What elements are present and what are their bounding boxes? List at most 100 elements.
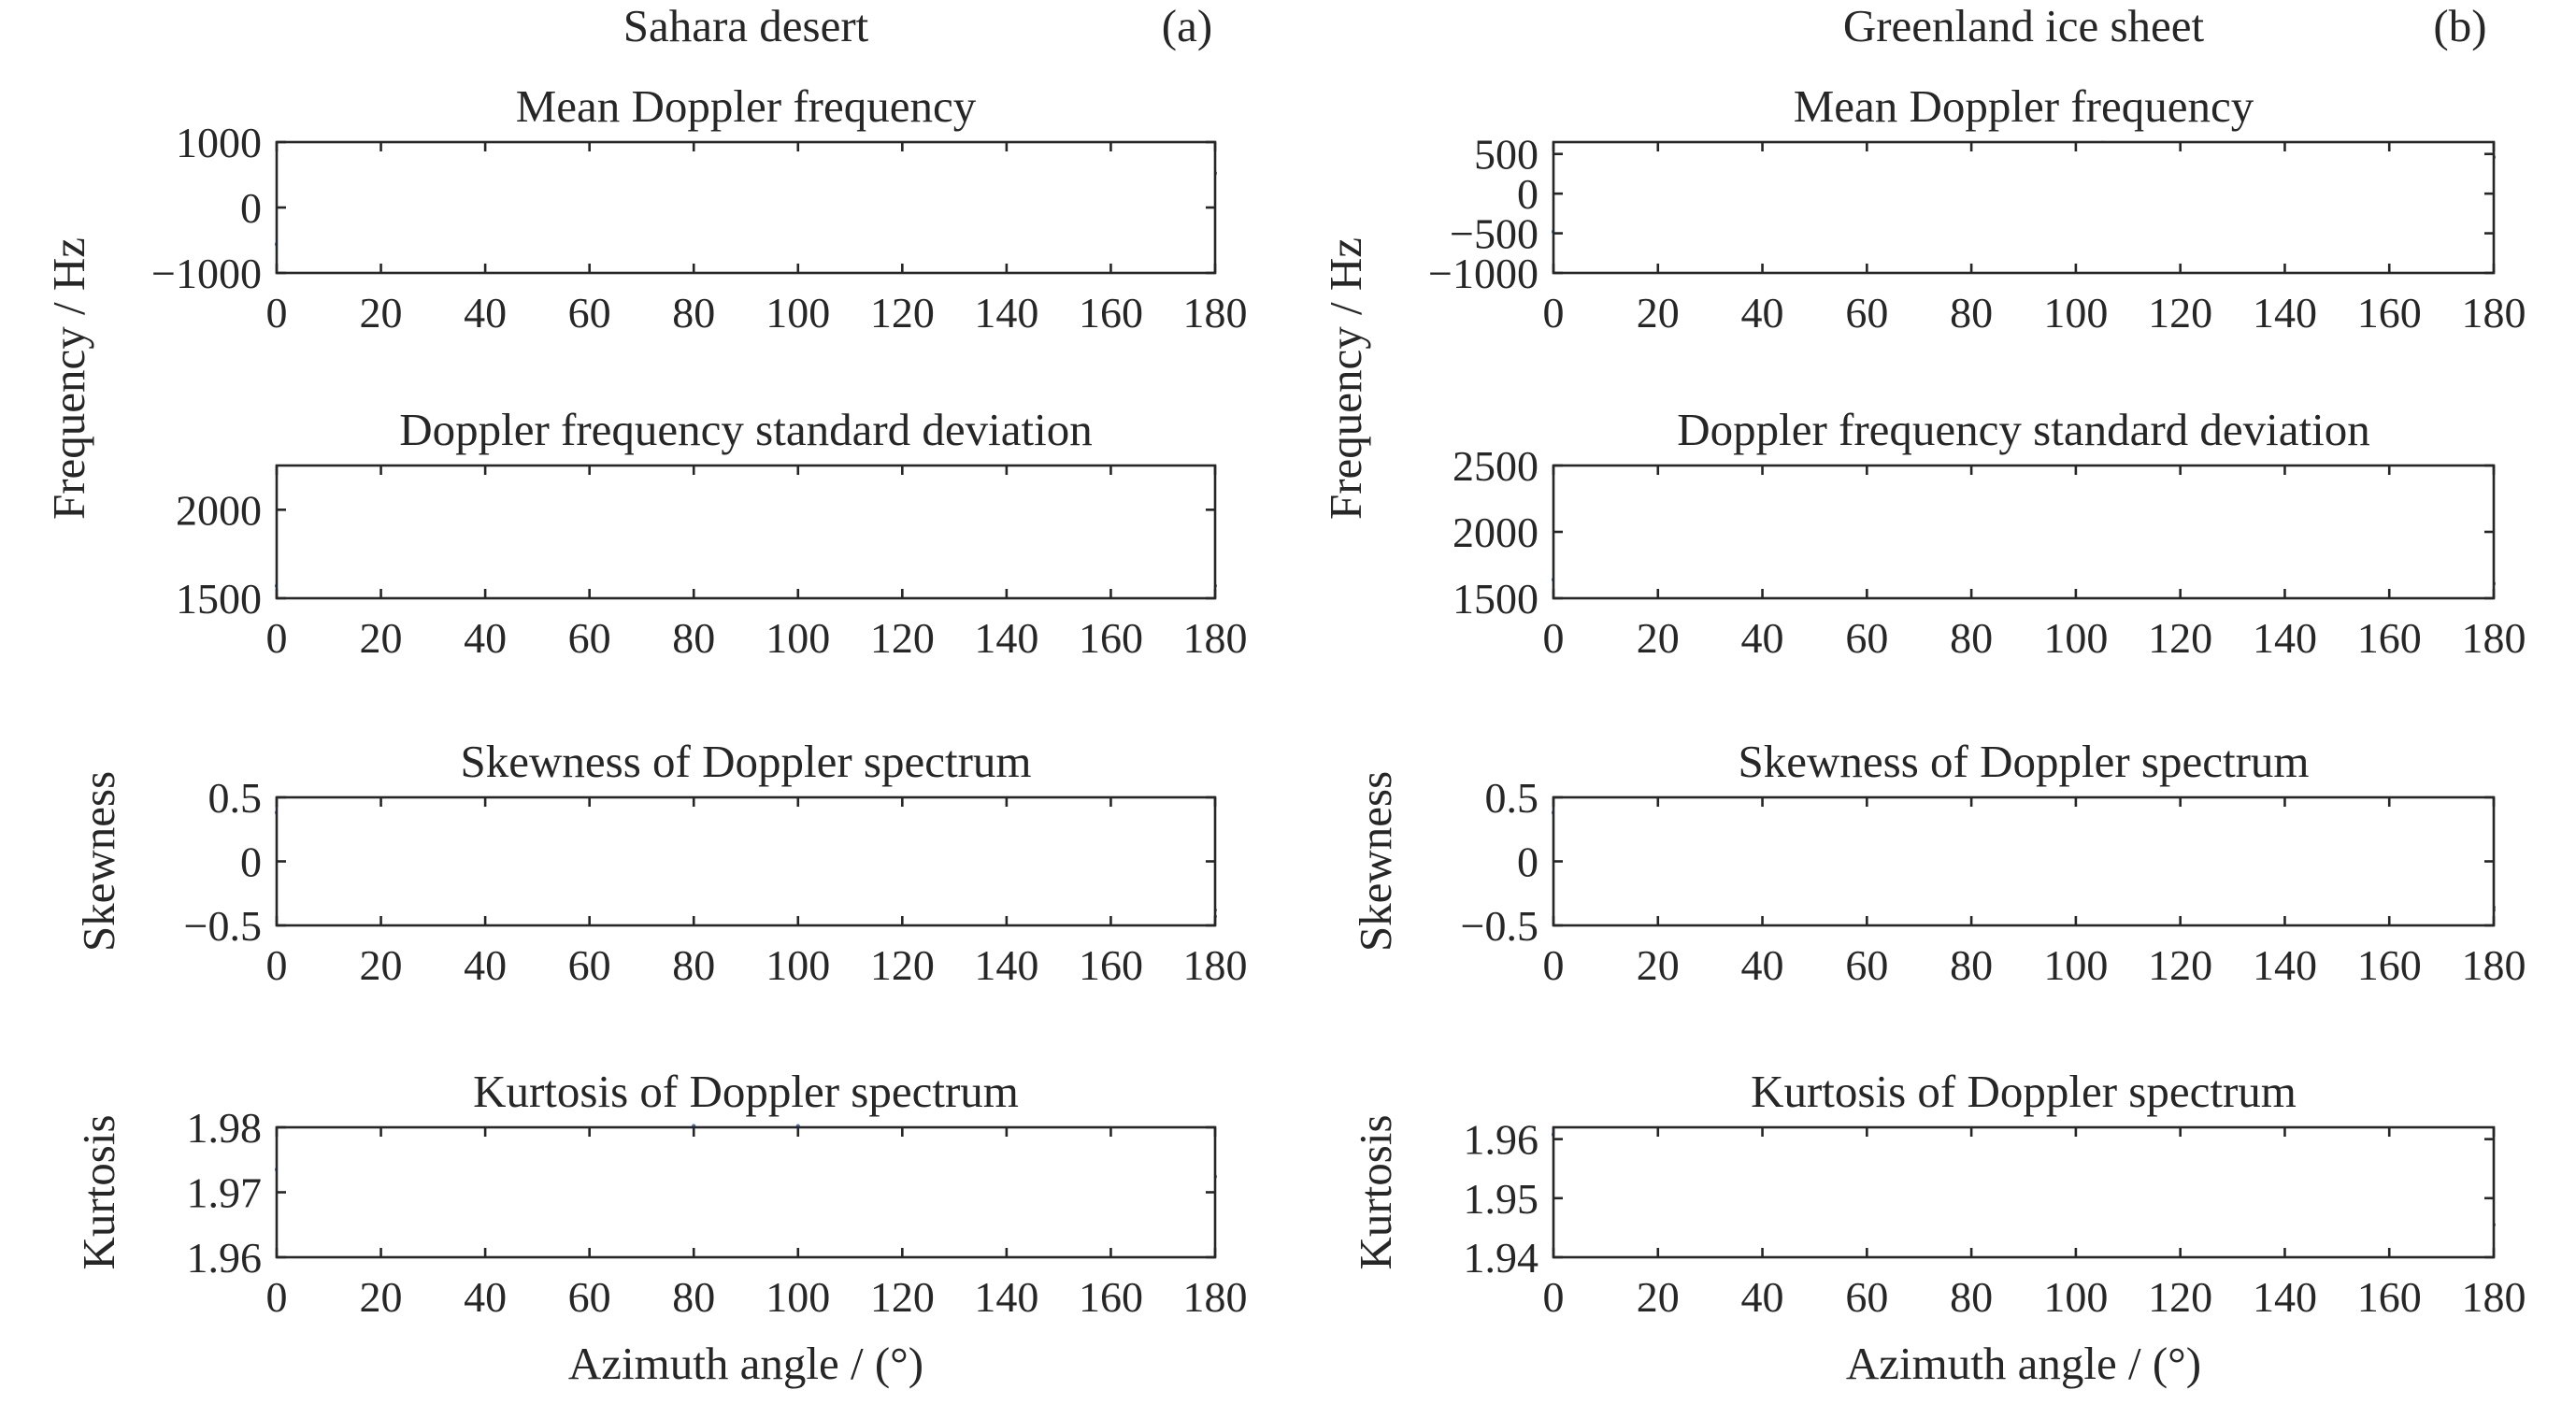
panel-sahara-skewness: 0 20 40 60 80 100 120 140 160 180−0.500.5Skewness… bbox=[73, 736, 1248, 989]
panel-greenland-skewness: 0 20 40 60 80 100 120 140 160 180−0.500.5Skewness… bbox=[1350, 736, 2526, 989]
greenland-mean-doppler-xtick-label-6: 120 bbox=[2148, 289, 2212, 337]
sahara-std-dev-xtick-label-3: 60 bbox=[568, 614, 611, 662]
greenland-mean-doppler-ytick-label-1: −500 bbox=[1450, 210, 1538, 258]
greenland-skewness-xtick-label-2: 40 bbox=[1741, 941, 1784, 989]
greenland-kurtosis-xtick-label-0: 0 bbox=[1543, 1273, 1565, 1321]
greenland-kurtosis-xtick-label-6: 120 bbox=[2148, 1273, 2212, 1321]
sahara-kurtosis-xtick-label-8: 160 bbox=[1079, 1273, 1143, 1321]
greenland-kurtosis-ytick-label-1: 1.95 bbox=[1464, 1175, 1539, 1223]
greenland-std-dev-xtick-label-2: 40 bbox=[1741, 614, 1784, 662]
greenland-mean-doppler-ytick-label-2: 0 bbox=[1517, 170, 1538, 218]
sahara-kurtosis-xtick-label-3: 60 bbox=[568, 1273, 611, 1321]
sahara-kurtosis-ytick-label-2: 1.98 bbox=[187, 1104, 263, 1152]
column-title-sahara: Sahara desert bbox=[623, 0, 869, 51]
greenland-skewness-xtick-label-8: 160 bbox=[2357, 941, 2422, 989]
greenland-std-dev-ytick-label-2: 2500 bbox=[1453, 442, 1538, 490]
sahara-kurtosis-xtick-label-5: 100 bbox=[766, 1273, 830, 1321]
sahara-std-dev-xtick-label-0: 0 bbox=[266, 614, 288, 662]
greenland-mean-doppler-ytick-label-3: 500 bbox=[1474, 131, 1538, 179]
greenland-kurtosis-ytick-label-2: 1.96 bbox=[1464, 1116, 1539, 1164]
sahara-skewness-xtick-label-3: 60 bbox=[568, 941, 611, 989]
sahara-kurtosis-ytick-label-1: 1.97 bbox=[187, 1169, 263, 1217]
sahara-std-dev-xtick-label-8: 160 bbox=[1079, 614, 1143, 662]
greenland-std-dev-ytick-label-1: 2000 bbox=[1453, 509, 1538, 556]
frequency-ylabel-right: Frequency / Hz bbox=[1320, 237, 1371, 520]
sahara-kurtosis-xtick-label-4: 80 bbox=[672, 1273, 715, 1321]
panel-greenland-mean-doppler: 0 20 40 60 80 100 120 140 160 180−1000−5000500Mea… bbox=[1428, 80, 2526, 337]
sahara-std-dev-axes-box bbox=[275, 464, 1217, 600]
greenland-skewness-xtick-label-9: 180 bbox=[2462, 941, 2526, 989]
sahara-skewness-xtick-label-4: 80 bbox=[672, 941, 715, 989]
greenland-kurtosis-xtick-label-9: 180 bbox=[2462, 1273, 2526, 1321]
sahara-std-dev-xtick-label-9: 180 bbox=[1183, 614, 1248, 662]
panel-greenland-std-dev: 0 20 40 60 80 100 120 140 160 180 1500 2000 2500 Dopp… bbox=[1453, 404, 2526, 662]
sahara-mean-doppler-xtick-label-8: 160 bbox=[1079, 289, 1143, 337]
sahara-mean-doppler-xtick-label-3: 60 bbox=[568, 289, 611, 337]
greenland-skewness-ytick-label-0: −0.5 bbox=[1461, 902, 1538, 950]
greenland-kurtosis-title: Kurtosis of Doppler spectrum bbox=[1751, 1066, 2297, 1117]
sahara-skewness-ytick-label-0: −0.5 bbox=[184, 902, 262, 950]
sahara-skewness-ytick-label-2: 0.5 bbox=[208, 774, 263, 822]
sahara-kurtosis-xtick-label-6: 120 bbox=[870, 1273, 935, 1321]
greenland-mean-doppler-xtick-label-8: 160 bbox=[2357, 289, 2422, 337]
sahara-std-dev-xtick-label-6: 120 bbox=[870, 614, 935, 662]
greenland-skewness-xtick-label-0: 0 bbox=[1543, 941, 1565, 989]
sahara-mean-doppler-title: Mean Doppler frequency bbox=[516, 80, 977, 132]
greenland-skewness-xtick-label-5: 100 bbox=[2043, 941, 2108, 989]
greenland-skewness-ytick-label-2: 0.5 bbox=[1485, 774, 1539, 822]
sahara-mean-doppler-ytick-label-0: −1000 bbox=[151, 250, 262, 297]
sahara-mean-doppler-xtick-label-0: 0 bbox=[266, 289, 288, 337]
greenland-mean-doppler-axes-box bbox=[1552, 140, 2496, 275]
sahara-std-dev-xtick-label-7: 140 bbox=[974, 614, 1038, 662]
sahara-std-dev-ytick-label-0: 1500 bbox=[176, 575, 262, 623]
sahara-std-dev-xtick-label-5: 100 bbox=[766, 614, 830, 662]
panel-sahara-kurtosis: 0 20 40 60 80 100 120 140 160 180 1.96 1.97 1.98 Kurt… bbox=[73, 1066, 1248, 1389]
panel-letter-a: (a) bbox=[1162, 0, 1212, 51]
sahara-std-dev-title: Doppler frequency standard deviation bbox=[399, 404, 1093, 455]
sahara-kurtosis-title: Kurtosis of Doppler spectrum bbox=[473, 1066, 1019, 1117]
sahara-kurtosis-ylabel: Kurtosis bbox=[73, 1114, 124, 1269]
greenland-skewness-xtick-label-6: 120 bbox=[2148, 941, 2212, 989]
sahara-skewness-xtick-label-5: 100 bbox=[766, 941, 830, 989]
sahara-kurtosis-xtick-label-9: 180 bbox=[1183, 1273, 1248, 1321]
sahara-kurtosis-xtick-label-2: 40 bbox=[464, 1273, 507, 1321]
greenland-kurtosis-xtick-label-2: 40 bbox=[1741, 1273, 1784, 1321]
greenland-std-dev-xtick-label-8: 160 bbox=[2357, 614, 2422, 662]
greenland-kurtosis-xtick-label-7: 140 bbox=[2253, 1273, 2317, 1321]
greenland-skewness-xtick-label-7: 140 bbox=[2253, 941, 2317, 989]
greenland-kurtosis-ylabel: Kurtosis bbox=[1350, 1114, 1401, 1269]
sahara-skewness-xtick-label-7: 140 bbox=[974, 941, 1038, 989]
greenland-kurtosis-xtick-label-3: 60 bbox=[1845, 1273, 1888, 1321]
sahara-std-dev-xtick-label-4: 80 bbox=[672, 614, 715, 662]
frequency-ylabel-left: Frequency / Hz bbox=[43, 237, 94, 520]
greenland-std-dev-xtick-label-5: 100 bbox=[2043, 614, 2108, 662]
sahara-mean-doppler-xtick-label-5: 100 bbox=[766, 289, 830, 337]
sahara-std-dev-xtick-label-2: 40 bbox=[464, 614, 507, 662]
sahara-skewness-xtick-label-0: 0 bbox=[266, 941, 288, 989]
greenland-kurtosis-xtick-label-1: 20 bbox=[1637, 1273, 1680, 1321]
sahara-skewness-xtick-label-1: 20 bbox=[360, 941, 403, 989]
sahara-skewness-title: Skewness of Doppler spectrum bbox=[460, 736, 1031, 787]
panel-letter-b: (b) bbox=[2433, 0, 2486, 51]
greenland-mean-doppler-xtick-label-2: 40 bbox=[1741, 289, 1784, 337]
greenland-skewness-title: Skewness of Doppler spectrum bbox=[1738, 736, 2309, 787]
sahara-kurtosis-xtick-label-0: 0 bbox=[266, 1273, 288, 1321]
greenland-mean-doppler-xtick-label-9: 180 bbox=[2462, 289, 2526, 337]
sahara-skewness-ylabel: Skewness bbox=[73, 771, 124, 952]
sahara-mean-doppler-ytick-label-1: 0 bbox=[240, 184, 262, 232]
greenland-std-dev-xtick-label-9: 180 bbox=[2462, 614, 2526, 662]
greenland-skewness-xtick-label-1: 20 bbox=[1637, 941, 1680, 989]
sahara-skewness-axes-box bbox=[275, 795, 1217, 927]
greenland-std-dev-xtick-label-4: 80 bbox=[1950, 614, 1993, 662]
sahara-kurtosis-xtick-label-1: 20 bbox=[360, 1273, 403, 1321]
greenland-mean-doppler-xtick-label-3: 60 bbox=[1845, 289, 1888, 337]
greenland-mean-doppler-xtick-label-1: 20 bbox=[1637, 289, 1680, 337]
greenland-std-dev-xtick-label-0: 0 bbox=[1543, 614, 1565, 662]
greenland-mean-doppler-xtick-label-5: 100 bbox=[2043, 289, 2108, 337]
sahara-kurtosis-axes-box bbox=[275, 1125, 1217, 1259]
column-title-greenland: Greenland ice sheet bbox=[1843, 0, 2205, 51]
sahara-skewness-xtick-label-2: 40 bbox=[464, 941, 507, 989]
greenland-kurtosis-xlabel: Azimuth angle / (°) bbox=[1846, 1338, 2201, 1389]
greenland-mean-doppler-xtick-label-7: 140 bbox=[2253, 289, 2317, 337]
